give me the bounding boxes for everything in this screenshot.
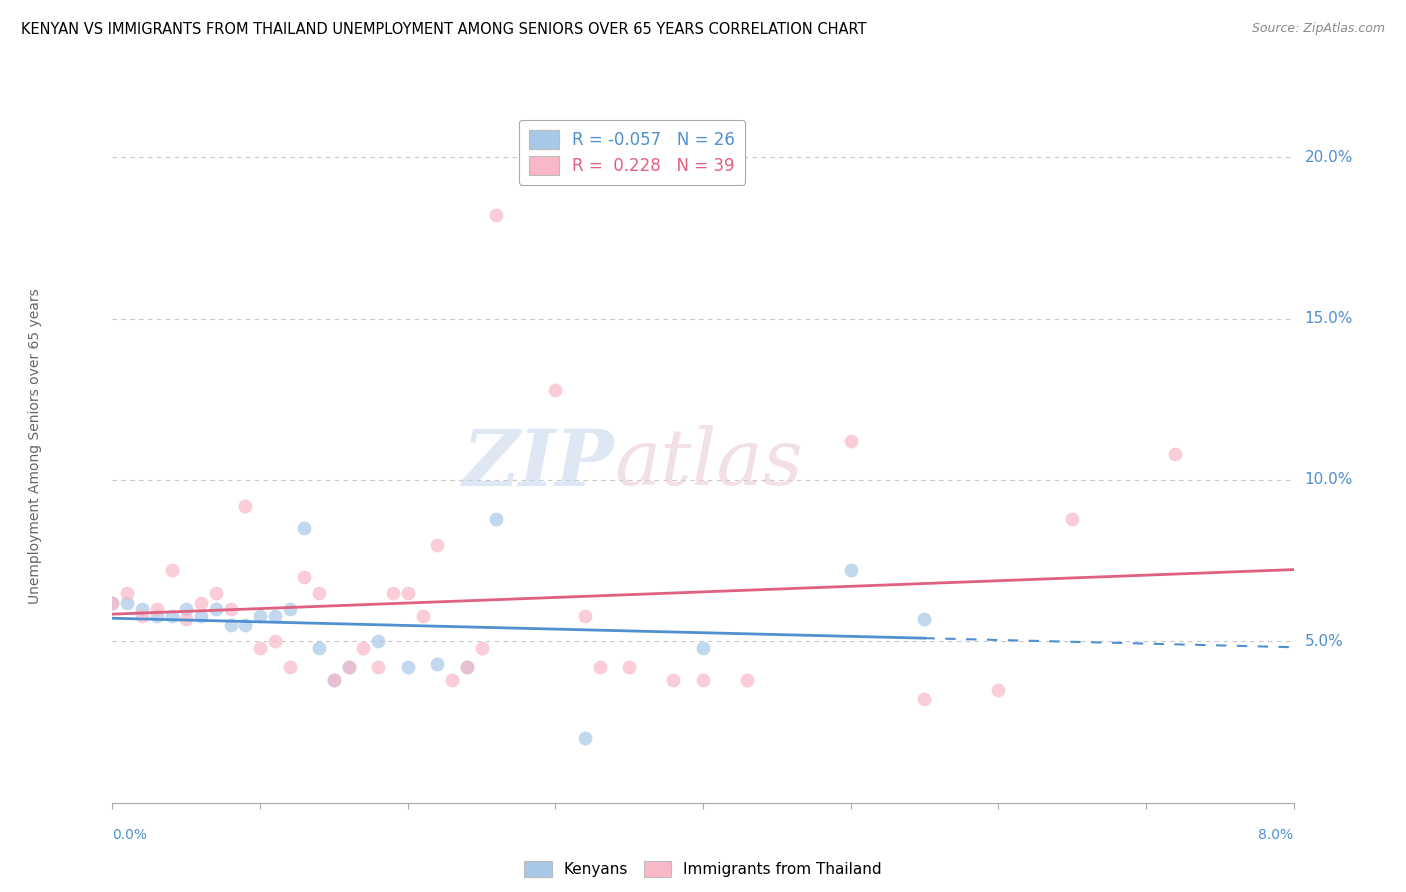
Point: [692, 640, 714, 655]
Point: [264, 608, 287, 623]
Text: Unemployment Among Seniors over 65 years: Unemployment Among Seniors over 65 years: [28, 288, 42, 604]
Text: Source: ZipAtlas.com: Source: ZipAtlas.com: [1251, 22, 1385, 36]
Point: [456, 660, 478, 674]
Point: [382, 586, 405, 600]
Point: [190, 596, 212, 610]
Point: [219, 602, 242, 616]
Point: [101, 596, 124, 610]
Point: [233, 499, 256, 513]
Point: [278, 602, 301, 616]
Text: 15.0%: 15.0%: [1305, 311, 1353, 326]
Point: [485, 208, 508, 222]
Point: [308, 586, 330, 600]
Point: [987, 682, 1010, 697]
Point: [146, 608, 169, 623]
Text: 0.0%: 0.0%: [112, 828, 148, 842]
Point: [146, 602, 169, 616]
Point: [174, 612, 197, 626]
Point: [485, 512, 508, 526]
Point: [426, 657, 449, 671]
Point: [839, 563, 862, 577]
Point: [131, 602, 153, 616]
Point: [264, 634, 287, 648]
Point: [205, 602, 228, 616]
Point: [292, 570, 315, 584]
Point: [1164, 447, 1187, 461]
Point: [396, 586, 419, 600]
Point: [396, 660, 419, 674]
Legend: Kenyans, Immigrants from Thailand: Kenyans, Immigrants from Thailand: [517, 855, 889, 883]
Point: [174, 602, 197, 616]
Text: 8.0%: 8.0%: [1258, 828, 1294, 842]
Point: [233, 618, 256, 632]
Point: [278, 660, 301, 674]
Point: [160, 563, 183, 577]
Point: [337, 660, 360, 674]
Point: [367, 660, 389, 674]
Point: [117, 596, 138, 610]
Point: [117, 586, 138, 600]
Point: [544, 383, 567, 397]
Point: [101, 596, 124, 610]
Point: [737, 673, 759, 687]
Text: ZIP: ZIP: [463, 425, 614, 502]
Point: [292, 521, 315, 535]
Point: [160, 608, 183, 623]
Point: [426, 537, 449, 551]
Point: [914, 612, 936, 626]
Point: [249, 608, 271, 623]
Point: [914, 692, 936, 706]
Point: [367, 634, 389, 648]
Text: 5.0%: 5.0%: [1305, 634, 1343, 648]
Point: [323, 673, 346, 687]
Point: [471, 640, 494, 655]
Point: [619, 660, 641, 674]
Point: [190, 608, 212, 623]
Point: [337, 660, 360, 674]
Point: [692, 673, 714, 687]
Point: [205, 586, 228, 600]
Point: [574, 731, 596, 746]
Point: [839, 434, 862, 449]
Point: [352, 640, 374, 655]
Text: 20.0%: 20.0%: [1305, 150, 1353, 165]
Point: [308, 640, 330, 655]
Point: [131, 608, 153, 623]
Point: [588, 660, 610, 674]
Text: 10.0%: 10.0%: [1305, 473, 1353, 488]
Point: [441, 673, 464, 687]
Text: KENYAN VS IMMIGRANTS FROM THAILAND UNEMPLOYMENT AMONG SENIORS OVER 65 YEARS CORR: KENYAN VS IMMIGRANTS FROM THAILAND UNEMP…: [21, 22, 866, 37]
Text: atlas: atlas: [614, 425, 803, 502]
Point: [219, 618, 242, 632]
Point: [412, 608, 434, 623]
Point: [662, 673, 685, 687]
Point: [574, 608, 596, 623]
Point: [1062, 512, 1084, 526]
Point: [249, 640, 271, 655]
Point: [323, 673, 346, 687]
Point: [456, 660, 478, 674]
